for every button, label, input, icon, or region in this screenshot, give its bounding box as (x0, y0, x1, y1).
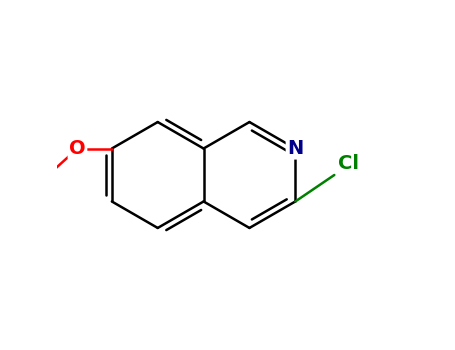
Text: N: N (287, 139, 303, 158)
Text: Cl: Cl (338, 154, 359, 173)
Text: O: O (69, 139, 86, 158)
